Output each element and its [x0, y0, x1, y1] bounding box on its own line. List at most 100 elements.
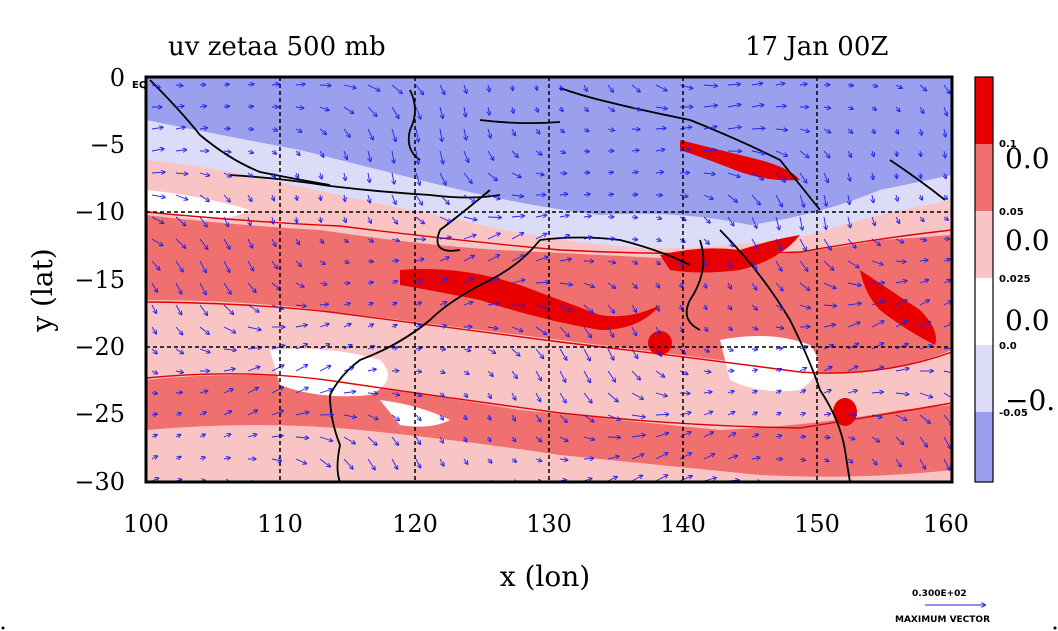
wind-arrow — [631, 392, 643, 399]
wind-arrow — [919, 300, 929, 306]
wind-arrow — [487, 217, 501, 218]
wind-arrow — [727, 349, 733, 351]
wind-arrow — [296, 172, 298, 178]
wind-arrow — [151, 371, 157, 374]
vector-label: MAXIMUM VECTOR — [895, 615, 990, 625]
wind-arrow — [559, 215, 569, 217]
wind-arrow — [583, 282, 594, 287]
wind-arrow — [320, 216, 321, 222]
wind-arrow — [368, 172, 370, 182]
wind-arrow — [272, 194, 274, 200]
wind-arrow — [223, 389, 233, 394]
wind-arrow — [799, 129, 809, 132]
wind-arrow — [536, 128, 540, 134]
wind-arrow — [247, 367, 260, 372]
wind-arrow — [199, 457, 205, 459]
wind-arrow — [487, 194, 500, 199]
wind-arrow — [679, 149, 690, 151]
wind-arrow — [751, 434, 758, 437]
wind-arrow — [631, 239, 637, 240]
wind-arrow — [199, 238, 208, 249]
colorbar: 0.1 0.05 0.025 0.0 -0.05 0.0 0.0 0.0 −0. — [974, 76, 1055, 483]
wind-arrow — [631, 348, 638, 358]
wind-arrow — [607, 477, 617, 482]
wind-arrow — [847, 437, 854, 439]
wind-arrow — [751, 412, 757, 415]
wind-arrow — [247, 326, 261, 330]
wind-arrow — [223, 238, 230, 249]
wind-arrow — [631, 326, 636, 335]
wind-arrow — [223, 172, 231, 177]
wind-arrow — [872, 194, 873, 202]
wind-arrow — [512, 128, 515, 136]
wind-arrow — [871, 85, 877, 87]
wind-arrow — [823, 367, 832, 372]
wind-arrow — [343, 415, 356, 417]
wind-arrow — [463, 256, 474, 262]
wind-arrow — [872, 128, 875, 133]
wind-arrow — [175, 413, 181, 415]
wind-arrow — [151, 282, 157, 292]
wind-arrow — [631, 282, 637, 288]
wind-arrow — [175, 326, 182, 334]
wind-arrow — [920, 194, 922, 200]
wind-arrow — [463, 216, 477, 220]
wind-arrow — [295, 388, 308, 394]
wind-arrow — [679, 195, 688, 197]
wind-arrow — [440, 436, 443, 443]
x-tick: 110 — [257, 510, 303, 538]
wind-arrow — [847, 322, 860, 328]
wind-arrow — [415, 128, 419, 142]
wind-arrow — [247, 151, 253, 153]
wind-arrow — [631, 195, 637, 196]
wind-arrow — [343, 367, 353, 372]
wind-arrow — [919, 392, 932, 397]
wind-arrow — [511, 150, 518, 157]
wind-arrow — [439, 84, 445, 94]
wind-arrow — [320, 194, 321, 200]
wind-arrow — [799, 194, 804, 207]
wind-arrow — [320, 238, 323, 243]
vorticity-max-5 — [648, 331, 672, 355]
wind-arrow — [151, 260, 160, 270]
wind-arrow — [631, 106, 641, 110]
wind-arrow — [536, 106, 538, 112]
wind-arrow — [704, 304, 707, 309]
wind-arrow — [679, 370, 688, 374]
wind-arrow — [919, 436, 927, 447]
wind-arrow — [823, 128, 830, 133]
wind-arrow — [751, 304, 757, 310]
wind-arrow — [943, 348, 952, 349]
wind-arrow — [895, 344, 908, 350]
wind-arrow — [607, 370, 615, 382]
wind-arrow — [272, 216, 273, 224]
wind-arrow — [320, 172, 322, 179]
wind-arrow — [271, 238, 276, 246]
wind-arrow — [943, 217, 948, 220]
wind-arrow — [727, 433, 735, 438]
wind-arrow — [439, 371, 445, 373]
wind-arrow — [223, 369, 235, 371]
wind-arrow — [847, 128, 852, 133]
map-date: 17 Jan 00Z — [745, 32, 888, 62]
wind-arrow — [199, 412, 206, 415]
wind-arrow — [751, 238, 757, 248]
wind-arrow — [631, 129, 640, 130]
wind-arrow — [511, 216, 524, 217]
wind-arrow — [559, 259, 571, 261]
wind-arrow — [391, 458, 397, 469]
wind-arrow — [391, 106, 399, 118]
wind-arrow — [175, 216, 186, 226]
wind-arrow — [439, 326, 446, 328]
wind-arrow — [847, 366, 858, 372]
wind-arrow — [943, 280, 950, 283]
wind-arrow — [199, 304, 207, 315]
wind-arrow — [583, 106, 588, 111]
wind-arrow — [824, 194, 826, 206]
wind-arrow — [655, 414, 668, 415]
wind-arrow — [439, 172, 446, 185]
wind-arrow — [488, 414, 490, 420]
wind-arrow — [223, 434, 230, 437]
wind-arrow — [631, 150, 639, 151]
wind-arrow — [704, 327, 708, 331]
